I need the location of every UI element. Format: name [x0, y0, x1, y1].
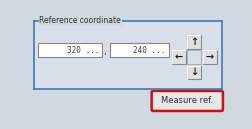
FancyBboxPatch shape: [152, 91, 223, 111]
Bar: [110, 43, 169, 57]
Text: ,: ,: [104, 47, 107, 56]
Text: ↑: ↑: [190, 37, 198, 47]
Bar: [187, 66, 201, 79]
Text: Reference coordinate: Reference coordinate: [39, 16, 121, 25]
Bar: [34, 21, 222, 89]
Text: 240 ...: 240 ...: [133, 46, 166, 55]
Text: ←: ←: [175, 52, 183, 62]
Bar: [38, 43, 102, 57]
Bar: [187, 35, 201, 49]
Text: →: →: [206, 52, 214, 62]
Text: ↓: ↓: [190, 67, 198, 77]
Bar: [172, 50, 186, 64]
Text: Measure ref.: Measure ref.: [161, 96, 213, 105]
Bar: [203, 50, 217, 64]
Bar: [187, 50, 201, 64]
Text: 320 ...: 320 ...: [67, 46, 99, 55]
